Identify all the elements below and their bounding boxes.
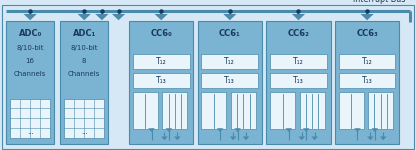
Text: 8/10-bit: 8/10-bit (16, 45, 44, 51)
Polygon shape (217, 128, 223, 132)
Bar (133, 54, 190, 69)
Text: ADC₀: ADC₀ (19, 28, 42, 38)
Polygon shape (95, 14, 109, 20)
Bar (64, 99, 104, 138)
Text: CC6₂: CC6₂ (287, 28, 310, 38)
Text: T₁₂: T₁₂ (362, 57, 372, 66)
Text: ADC₁: ADC₁ (73, 28, 96, 38)
Bar (201, 54, 258, 69)
Polygon shape (155, 14, 168, 20)
Bar (133, 73, 190, 88)
Bar (339, 54, 396, 69)
Bar (129, 21, 193, 144)
Text: CC6₀: CC6₀ (150, 28, 172, 38)
Polygon shape (166, 128, 172, 132)
Text: T₁₃: T₁₃ (225, 76, 235, 85)
Polygon shape (174, 136, 181, 140)
Text: ...: ... (27, 129, 34, 135)
Bar (266, 21, 331, 144)
Bar (133, 92, 158, 129)
Text: T₁₂: T₁₂ (293, 57, 304, 66)
Bar (231, 92, 256, 129)
Polygon shape (311, 136, 318, 140)
Polygon shape (234, 128, 241, 132)
Polygon shape (243, 136, 249, 140)
Text: T₁₃: T₁₃ (156, 76, 166, 85)
Polygon shape (292, 14, 305, 20)
Text: 8/10-bit: 8/10-bit (70, 45, 98, 51)
Bar (198, 21, 262, 144)
Bar (60, 21, 108, 144)
Polygon shape (303, 128, 310, 132)
Bar (201, 73, 258, 88)
Polygon shape (354, 128, 361, 132)
Text: T₁₂: T₁₂ (156, 57, 166, 66)
Text: Channels: Channels (14, 70, 46, 76)
Polygon shape (298, 136, 305, 140)
Polygon shape (367, 136, 374, 140)
Text: 16: 16 (26, 58, 35, 64)
Text: T₁₃: T₁₃ (293, 76, 304, 85)
Text: CC6₁: CC6₁ (219, 28, 241, 38)
Polygon shape (371, 128, 378, 132)
Bar (300, 92, 324, 129)
Polygon shape (78, 14, 91, 20)
Text: ...: ... (81, 129, 88, 135)
Bar (339, 92, 364, 129)
Text: T₁₂: T₁₂ (225, 57, 235, 66)
Bar (201, 92, 226, 129)
Bar (10, 99, 50, 138)
Polygon shape (161, 136, 168, 140)
Text: 8: 8 (82, 58, 87, 64)
Bar (270, 73, 327, 88)
Text: T₁₃: T₁₃ (362, 76, 372, 85)
Bar (162, 92, 187, 129)
Bar (270, 54, 327, 69)
Text: Interrupt Bus: Interrupt Bus (353, 0, 406, 4)
Bar (270, 92, 295, 129)
Polygon shape (380, 136, 386, 140)
Bar (335, 21, 399, 144)
Text: Channels: Channels (68, 70, 100, 76)
Polygon shape (285, 128, 292, 132)
Polygon shape (360, 14, 374, 20)
Polygon shape (112, 14, 125, 20)
Polygon shape (223, 14, 236, 20)
Polygon shape (148, 128, 155, 132)
Bar (339, 73, 396, 88)
Bar (368, 92, 393, 129)
Text: CC6₃: CC6₃ (356, 28, 378, 38)
Polygon shape (23, 14, 37, 20)
Polygon shape (230, 136, 236, 140)
Bar (6, 21, 54, 144)
